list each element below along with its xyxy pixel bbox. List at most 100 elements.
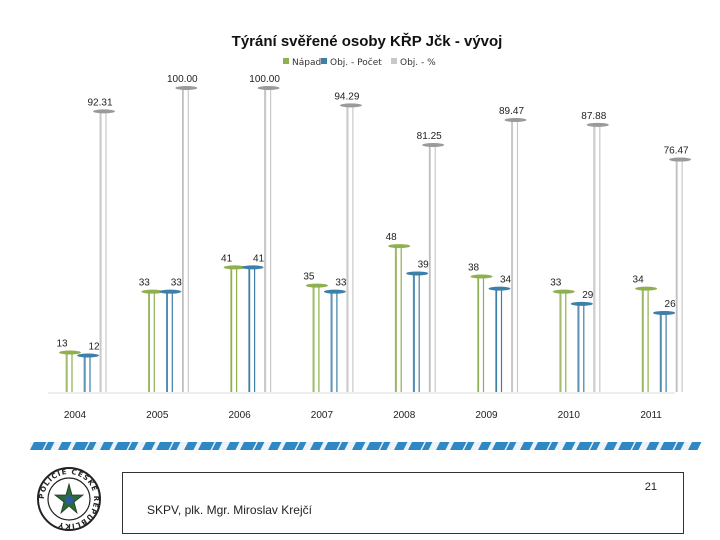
bar-npad-2006 (223, 265, 246, 392)
data-label: 39 (418, 259, 430, 270)
bar-cap (77, 353, 99, 358)
band-dash (506, 442, 517, 450)
band-dash (562, 442, 576, 450)
bar-cap (339, 103, 362, 108)
data-label: 12 (88, 342, 100, 353)
footer: 21 SKPV, plk. Mgr. Miroslav Krejčí (122, 472, 684, 534)
bar-cap (93, 109, 115, 114)
band-dash (478, 442, 492, 450)
band-dash (632, 442, 643, 450)
bar-objpoet-2009 (488, 286, 511, 392)
x-tick-label: 2009 (475, 410, 498, 421)
bar-obj-2011 (669, 157, 692, 392)
band-dash (534, 442, 551, 450)
legend-entry: Obj. - % (391, 58, 436, 68)
band-dash (422, 442, 433, 450)
legend-swatch (391, 58, 397, 64)
band-dash (268, 442, 282, 450)
band-dash (408, 442, 425, 450)
bar-objpoet-2010 (570, 301, 593, 392)
band-dash (58, 442, 72, 450)
band-dash (492, 442, 509, 450)
bar-objpoet-2008 (406, 271, 429, 392)
band-dash (604, 442, 618, 450)
data-label: 26 (665, 299, 677, 310)
band-dash (226, 442, 240, 450)
bar-cap (305, 283, 328, 288)
legend-swatch (283, 58, 289, 64)
legend-entry: Obj. - Počet (321, 57, 382, 68)
bar-obj-2004 (93, 109, 115, 392)
bar-npad-2007 (305, 283, 328, 392)
band-dash (674, 442, 685, 450)
x-tick-label: 2005 (146, 410, 169, 421)
data-labels: 13 12 92.31 33 33 100.00 41 41 100.00 35 33 94.29 48… (56, 74, 689, 353)
page-number: 21 (644, 481, 657, 493)
bar-cap (653, 310, 676, 315)
band-dash (156, 442, 173, 450)
bar-cap (175, 86, 198, 90)
band-dash (464, 442, 475, 450)
x-tick-label: 2007 (311, 410, 334, 421)
band-dash (576, 442, 593, 450)
bar-cap (422, 143, 445, 147)
data-label: 81.25 (417, 131, 442, 142)
bar-objpoet-2004 (77, 353, 99, 392)
bar-objpoet-2006 (241, 265, 264, 392)
data-label: 76.47 (664, 146, 689, 157)
bar-cap (504, 118, 527, 123)
band-dash (114, 442, 131, 450)
band-dash (590, 442, 601, 450)
band-dash (436, 442, 450, 450)
bar-cap (159, 289, 182, 294)
bar-cap (223, 265, 246, 270)
bar-cap (635, 286, 658, 291)
bar-cap (257, 86, 280, 90)
band-dash (240, 442, 257, 450)
band-dash (366, 442, 383, 450)
legend-label: Obj. - % (400, 58, 436, 68)
data-label: 34 (633, 275, 645, 286)
bar-cap (669, 157, 692, 162)
bar-npad-2004 (59, 350, 81, 392)
band-dash (86, 442, 97, 450)
chart-title: Týrání svěřené osoby KŘP Jčk - vývoj (232, 32, 503, 50)
police-badge-logo: POLICIE ČESKÉ REPUBLIKY (36, 466, 102, 532)
bar-obj-2009 (504, 118, 527, 392)
bar-obj-2008 (422, 143, 445, 392)
bar-cap (470, 274, 493, 279)
x-tick-label: 2004 (64, 410, 87, 421)
band-dash (688, 442, 702, 450)
bar-obj-2006 (257, 86, 280, 392)
data-label: 41 (253, 253, 265, 264)
bar-cap (388, 244, 411, 249)
x-axis-ticks: 2004 2005 2006 2007 2008 2009 2010 2011 (64, 410, 662, 421)
bar-cap (241, 265, 264, 270)
bar-cap (141, 289, 164, 294)
band-dash (296, 442, 307, 450)
band-dash (184, 442, 198, 450)
data-label: 87.88 (581, 111, 606, 122)
data-label: 38 (468, 262, 480, 273)
band-dash (324, 442, 341, 450)
bar-cap (323, 289, 346, 294)
band-dash (128, 442, 139, 450)
footer-author: SKPV, plk. Mgr. Miroslav Krejčí (147, 503, 312, 517)
band-dash (352, 442, 366, 450)
band-dash (100, 442, 114, 450)
band-dash (646, 442, 660, 450)
data-label: 100.00 (249, 74, 280, 85)
band-dash (450, 442, 467, 450)
bar-cap (586, 122, 609, 127)
x-tick-label: 2006 (228, 410, 251, 421)
bar-obj-2005 (175, 86, 198, 392)
band-dash (380, 442, 391, 450)
bar-objpoet-2011 (653, 310, 676, 392)
bar-cap (406, 271, 429, 276)
bar-objpoet-2005 (159, 289, 182, 392)
bar-cap (552, 289, 575, 294)
band-dash (394, 442, 408, 450)
bar-cap (570, 301, 593, 306)
bar-npad-2011 (635, 286, 658, 392)
